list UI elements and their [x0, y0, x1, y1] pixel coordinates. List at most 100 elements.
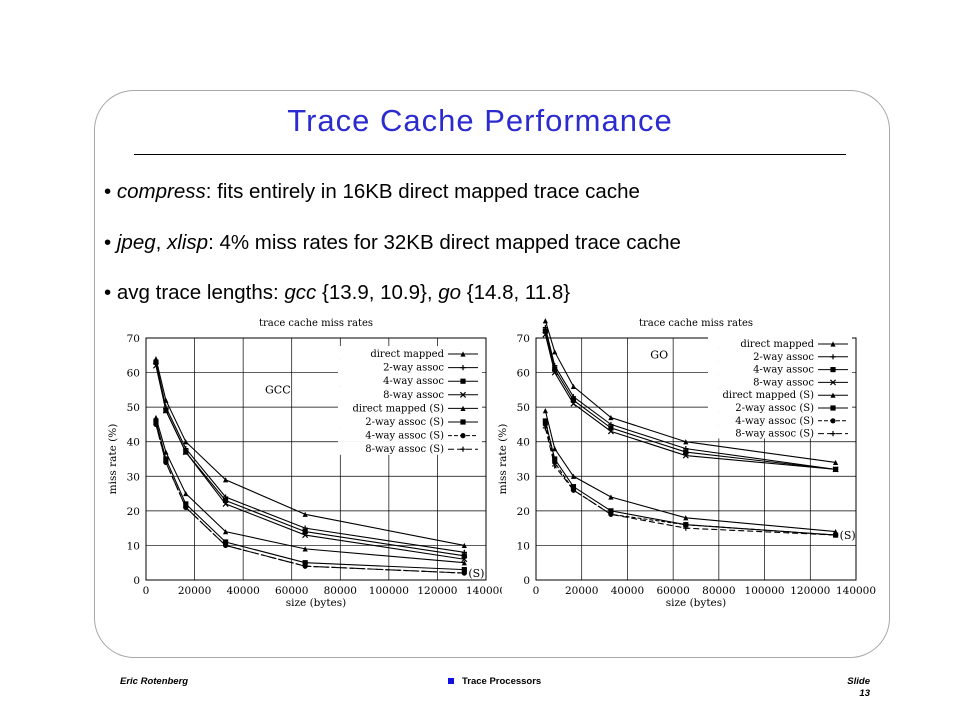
point-marker [683, 439, 689, 445]
footer-course-label: Trace Processors [462, 676, 542, 687]
y-axis-label: miss rate (%) [497, 424, 509, 495]
footer-slide-label: Slide [847, 676, 870, 687]
x-tick-label: 40000 [611, 585, 644, 597]
plot-border [535, 337, 857, 581]
y-tick-label: 10 [127, 540, 140, 552]
bullet-jpeg-xlisp: • jpeg, xlisp: 4% miss rates for 32KB di… [104, 231, 681, 255]
x-tick-label: 120000 [417, 585, 457, 597]
point-marker [608, 511, 614, 517]
x-tick-label: 80000 [324, 585, 357, 597]
point-marker [552, 366, 558, 372]
legend-entry: 2-way assoc (S) [735, 403, 814, 414]
point-marker [552, 463, 558, 469]
point-marker [460, 365, 466, 371]
point-marker [552, 446, 558, 452]
y-tick-label: 50 [127, 402, 140, 414]
bullet-symbol: • [104, 180, 117, 203]
x-tick-label: 20000 [565, 585, 598, 597]
legend-entry: 2-way assoc [753, 352, 814, 363]
series-line [544, 424, 836, 536]
legend-bg [338, 386, 482, 401]
point-marker [608, 425, 614, 431]
point-marker [153, 418, 159, 424]
y-tick-label: 0 [133, 575, 140, 587]
series-line [155, 424, 465, 574]
bullet-text-segment: , [155, 231, 168, 254]
point-marker [551, 369, 558, 376]
bullet-symbol: • [104, 231, 117, 254]
x-tick-label: 100000 [369, 585, 409, 597]
point-marker [302, 546, 308, 552]
point-marker [302, 529, 308, 535]
legend-entry: 2-way assoc (S) [365, 417, 444, 428]
point-marker [152, 362, 159, 369]
point-marker [461, 553, 467, 559]
series-line [544, 320, 836, 464]
bullet-text-segment: {14.8, 11.8} [461, 281, 571, 304]
point-marker [222, 539, 229, 545]
footer-author: Eric Rotenberg [120, 676, 189, 687]
x-tick-label: 0 [143, 585, 150, 597]
legend-bg [708, 348, 852, 362]
bullet-compress: • compress: fits entirely in 16KB direct… [104, 180, 640, 204]
point-marker [608, 508, 614, 514]
chart-title: trace cache miss rates [639, 318, 753, 329]
chart-gcc-miss-rates: trace cache miss rates 0 20000 40000 60000 80… [107, 318, 502, 609]
point-marker [461, 556, 468, 563]
series-line [544, 410, 836, 533]
end-annotation: (S) [840, 529, 856, 542]
point-marker [832, 466, 839, 473]
legend-entry: 4-way assoc (S) [365, 431, 444, 442]
point-marker [302, 532, 309, 539]
blue-square-icon [448, 678, 454, 685]
chart-go-miss-rates: trace cache miss rates 0 20000 40000 60000 80… [497, 318, 876, 609]
point-marker [542, 328, 548, 334]
legend-entry: direct mapped (S) [353, 403, 445, 414]
point-marker [682, 452, 689, 459]
y-tick-label: 30 [127, 471, 140, 483]
point-marker [830, 392, 836, 398]
legend-entry: direct mapped (S) [723, 390, 815, 401]
bullet-trace-lengths: • avg trace lengths: gcc {13.9, 10.9}, g… [104, 281, 570, 305]
point-marker [683, 522, 689, 528]
point-marker [570, 473, 577, 479]
chart-annotation: GCC [265, 383, 291, 396]
plot-border [145, 337, 487, 581]
slide-title: Trace Cache Performance [287, 103, 673, 138]
point-marker [542, 418, 548, 424]
point-marker [570, 484, 577, 490]
x-tick-label: 60000 [275, 585, 308, 597]
legend-entry: 4-way assoc [753, 365, 814, 376]
x-axis-label: size (bytes) [666, 597, 727, 609]
x-tick-label: 40000 [226, 585, 259, 597]
chart-annotation: GO [650, 349, 668, 362]
footer-slide-number: 13 [859, 688, 870, 699]
series-line [155, 358, 465, 546]
point-marker [830, 405, 836, 411]
point-marker [542, 318, 548, 324]
legend-entry: 8-way assoc [383, 390, 444, 401]
point-marker [830, 367, 836, 373]
series-line [544, 334, 836, 470]
point-marker [459, 391, 467, 398]
legend-entry: 8-way assoc (S) [735, 429, 814, 440]
point-marker [461, 570, 467, 576]
x-tick-label: 140000 [836, 585, 876, 597]
x-tick-label: 60000 [656, 585, 689, 597]
series-line [155, 417, 465, 564]
x-tick-label: 120000 [790, 585, 830, 597]
bullet-symbol: • [104, 281, 117, 304]
footer-slide: Slide 13 [818, 676, 870, 700]
bullet-text-segment: : fits entirely in 16KB direct mapped tr… [205, 180, 640, 203]
point-marker [552, 456, 558, 462]
point-marker [608, 494, 614, 500]
point-marker [542, 421, 548, 428]
bullet-text-segment: {13.9, 10.9}, [316, 281, 439, 304]
series-line [544, 330, 836, 470]
x-axis-label: size (bytes) [286, 597, 347, 609]
point-marker [460, 351, 466, 357]
series-line [544, 327, 836, 470]
point-marker [302, 563, 308, 569]
